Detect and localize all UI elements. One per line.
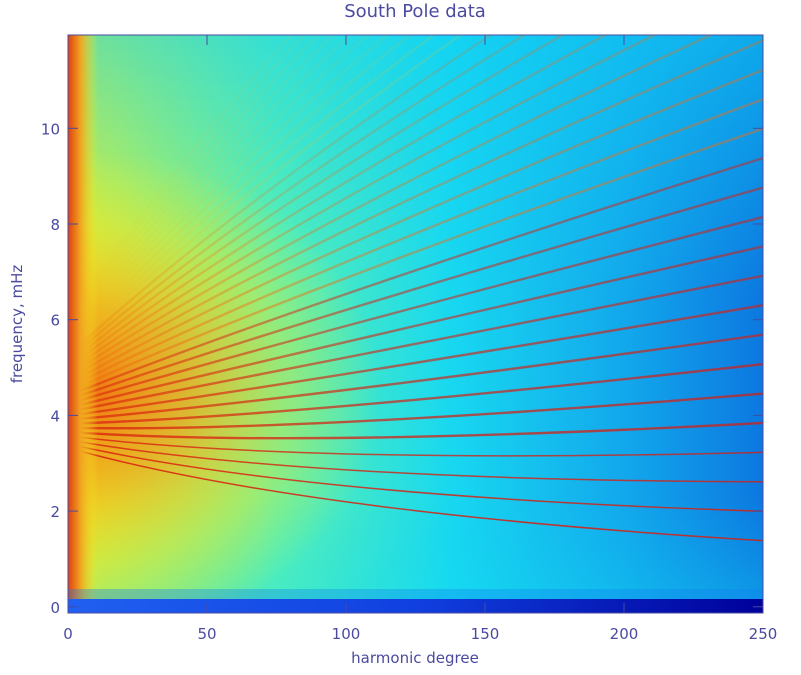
ridge — [79, 68, 763, 379]
ridge — [79, 304, 763, 416]
ridge — [79, 35, 527, 351]
y-axis-label: frequency, mHz — [8, 265, 26, 384]
y-tick-label: 6 — [50, 312, 60, 330]
ridge — [79, 98, 763, 383]
x-tick-label: 200 — [610, 625, 639, 643]
ridge — [79, 245, 763, 407]
ridge — [79, 362, 763, 425]
y-tick-label: 10 — [41, 120, 60, 138]
ridge — [79, 35, 370, 323]
x-axis-label: harmonic degree — [351, 649, 479, 667]
heatmap-bottom-fade — [68, 589, 763, 599]
ridge — [79, 35, 293, 300]
ridge — [79, 35, 390, 328]
ridge — [79, 274, 763, 411]
ridge — [79, 35, 463, 342]
ridge — [79, 156, 763, 393]
heatmap-image — [68, 35, 763, 613]
ridge — [79, 35, 565, 355]
ridge — [79, 35, 658, 365]
heatmap-bottom — [68, 599, 763, 613]
ridge — [79, 35, 335, 314]
x-tick-label: 100 — [332, 625, 361, 643]
ridge — [79, 35, 352, 318]
y-tick-label: 0 — [50, 599, 60, 617]
ridge — [79, 35, 320, 309]
ridge — [79, 421, 763, 440]
x-tick-label: 250 — [749, 625, 778, 643]
ridge — [79, 436, 763, 457]
y-tick-label: 2 — [50, 503, 60, 521]
ridge — [79, 35, 436, 337]
ridge — [79, 392, 763, 430]
chart-title: South Pole data — [344, 1, 486, 22]
ridge — [79, 441, 763, 483]
ridge — [79, 215, 763, 402]
ridge — [79, 127, 763, 388]
ridge — [79, 35, 306, 304]
heatmap-left — [68, 35, 98, 613]
plot-frame — [67, 34, 764, 614]
x-tick-label: 150 — [471, 625, 500, 643]
x-tick-label: 0 — [63, 625, 73, 643]
ridge — [79, 35, 412, 332]
ridge — [79, 35, 714, 369]
ridge — [79, 450, 763, 542]
x-tick-label: 50 — [197, 625, 216, 643]
y-tick-label: 4 — [50, 407, 60, 425]
ridge — [79, 186, 763, 397]
ridge — [79, 39, 763, 374]
ridge — [79, 35, 609, 360]
y-tick-label: 8 — [50, 216, 60, 234]
ridge — [79, 445, 763, 512]
ridge — [79, 35, 493, 346]
ridge — [79, 333, 763, 420]
